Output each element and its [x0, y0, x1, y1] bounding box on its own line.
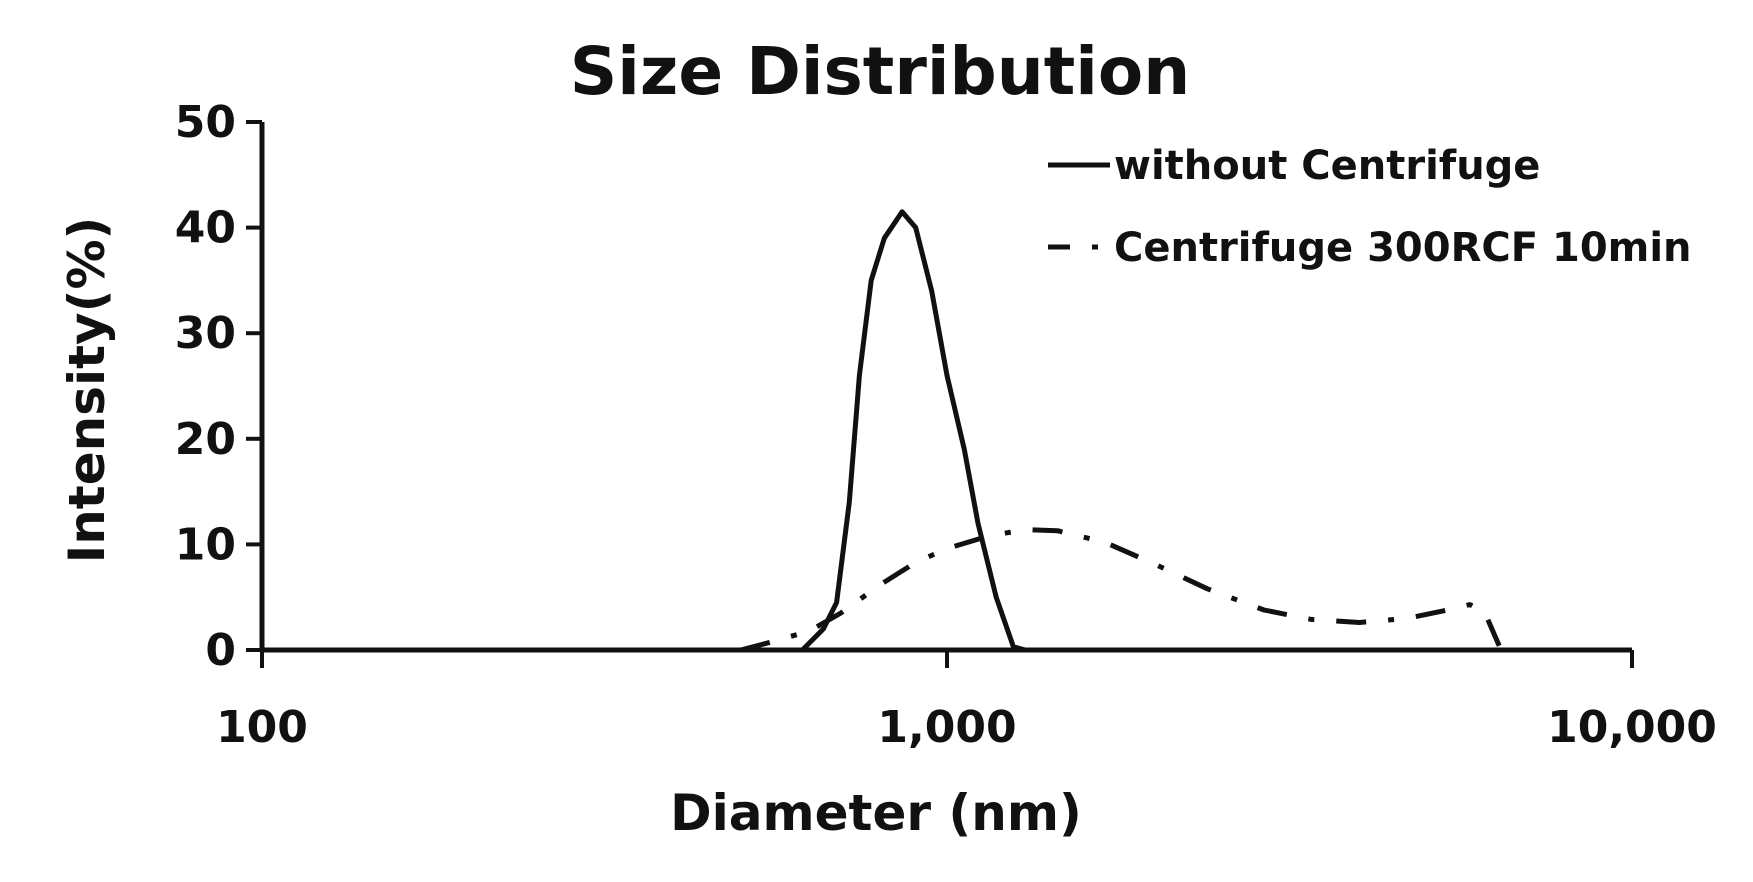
- x-axis-label: Diameter (nm): [670, 784, 1082, 842]
- series-line-2: [740, 527, 1502, 653]
- axes: 0 10 20 30 40 50 100 1,000 10,000: [175, 97, 1717, 753]
- legend: without Centrifuge Centrifuge 300RCF 10mi…: [1048, 143, 1692, 271]
- y-tick-label: 30: [175, 308, 236, 359]
- y-tick-label: 0: [205, 625, 236, 676]
- x-tick-label: 10,000: [1547, 702, 1717, 753]
- legend-label-2: Centrifuge 300RCF 10min: [1114, 225, 1692, 271]
- x-tick-label: 1,000: [877, 702, 1016, 753]
- y-tick-label: 40: [175, 203, 236, 254]
- y-tick-label: 50: [175, 97, 236, 148]
- chart-title: Size Distribution: [570, 33, 1190, 110]
- y-axis-label: Intensity(%): [58, 217, 116, 564]
- legend-label-1: without Centrifuge: [1114, 143, 1540, 189]
- y-tick-label: 10: [175, 519, 236, 570]
- y-tick-label: 20: [175, 414, 236, 465]
- x-tick-label: 100: [216, 702, 308, 753]
- series-lines: [740, 209, 1502, 653]
- series-line-1: [799, 209, 1028, 653]
